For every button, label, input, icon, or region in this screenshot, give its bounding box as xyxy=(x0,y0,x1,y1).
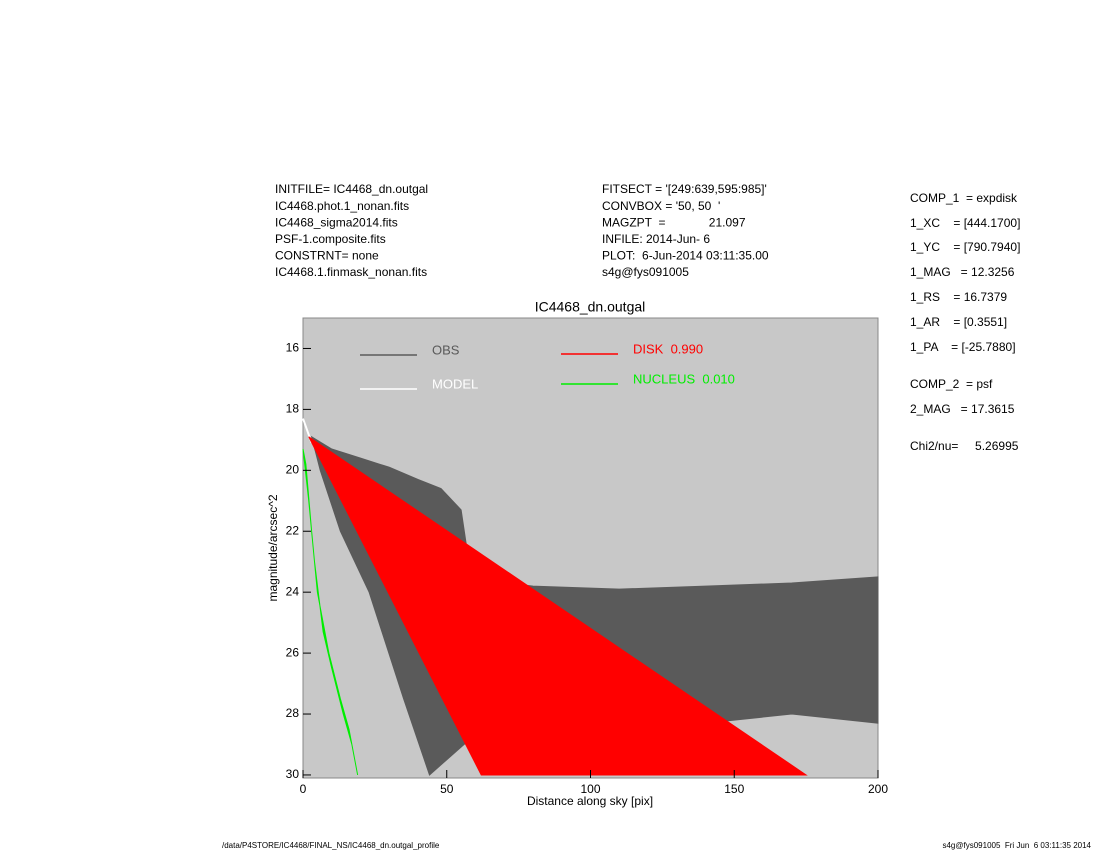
x-tick-label: 100 xyxy=(580,782,600,796)
header-line: IC4468_sigma2014.fits xyxy=(275,215,398,229)
x-tick-label: 150 xyxy=(724,782,744,796)
legend-label: MODEL xyxy=(432,376,478,391)
header-line: COMP_2 = psf xyxy=(910,377,993,391)
header-line: 1_RS = 16.7379 xyxy=(910,290,1007,304)
footer-right: s4g@fys091005 Fri Jun 6 03:11:35 2014 xyxy=(942,841,1091,850)
header-line: INFILE: 2014-Jun- 6 xyxy=(602,232,710,246)
header-line: IC4468.1.finmask_nonan.fits xyxy=(275,265,427,279)
y-tick-label: 28 xyxy=(286,706,300,720)
y-tick-label: 20 xyxy=(286,462,300,476)
chart-title: IC4468_dn.outgal xyxy=(535,299,646,315)
header-line: FITSECT = '[249:639,595:985]' xyxy=(602,182,767,196)
header-middle: FITSECT = '[249:639,595:985]' CONVBOX = '… xyxy=(602,182,769,279)
header-line: MAGZPT = 21.097 xyxy=(602,215,746,229)
y-tick-label: 22 xyxy=(286,523,300,537)
y-tick-label: 16 xyxy=(286,341,300,355)
header-left: INITFILE= IC4468_dn.outgal IC4468.phot.1_… xyxy=(275,182,428,279)
header-line: CONSTRNT= none xyxy=(275,249,379,263)
header-line: COMP_1 = expdisk xyxy=(910,191,1018,205)
data-area xyxy=(308,436,808,776)
header-line: INITFILE= IC4468_dn.outgal xyxy=(275,182,428,196)
y-tick-label: 26 xyxy=(286,645,300,659)
footer-left: /data/P4STORE/IC4468/FINAL_NS/IC4468_dn.… xyxy=(222,841,440,850)
header-line: PSF-1.composite.fits xyxy=(275,232,386,246)
y-tick-label: 24 xyxy=(286,584,300,598)
x-axis-label: Distance along sky [pix] xyxy=(527,794,653,808)
plot: 0 50 100 150 200 16 18 20 22 24 26 28 30 OBS MODEL DISK… xyxy=(286,341,889,797)
header-line: 1_XC = [444.1700] xyxy=(910,216,1020,230)
header-right: COMP_1 = expdisk 1_XC = [444.1700] 1_YC = … xyxy=(910,191,1020,453)
header-line: 1_YC = [790.7940] xyxy=(910,240,1020,254)
x-tick-label: 0 xyxy=(300,782,307,796)
header-line: IC4468.phot.1_nonan.fits xyxy=(275,199,409,213)
header-line: 2_MAG = 17.3615 xyxy=(910,402,1015,416)
header-line: 1_AR = [0.3551] xyxy=(910,315,1007,329)
y-axis-label: magnitude/arcsec^2 xyxy=(266,494,280,601)
header-line: CONVBOX = '50, 50 ' xyxy=(602,199,720,213)
header-line: s4g@fys091005 xyxy=(602,265,689,279)
legend-label: NUCLEUS 0.010 xyxy=(633,371,735,386)
header-line: Chi2/nu= 5.26995 xyxy=(910,439,1019,453)
y-tick-label: 30 xyxy=(286,767,300,781)
data-area xyxy=(302,448,359,776)
legend-label: OBS xyxy=(432,342,460,357)
header-line: PLOT: 6-Jun-2014 03:11:35.00 xyxy=(602,249,769,263)
legend-label: DISK 0.990 xyxy=(633,341,703,356)
x-tick-label: 50 xyxy=(440,782,454,796)
header-line: 1_MAG = 12.3256 xyxy=(910,265,1015,279)
x-tick-label: 200 xyxy=(868,782,888,796)
header-line: 1_PA = [-25.7880] xyxy=(910,340,1016,354)
y-tick-label: 18 xyxy=(286,402,300,416)
